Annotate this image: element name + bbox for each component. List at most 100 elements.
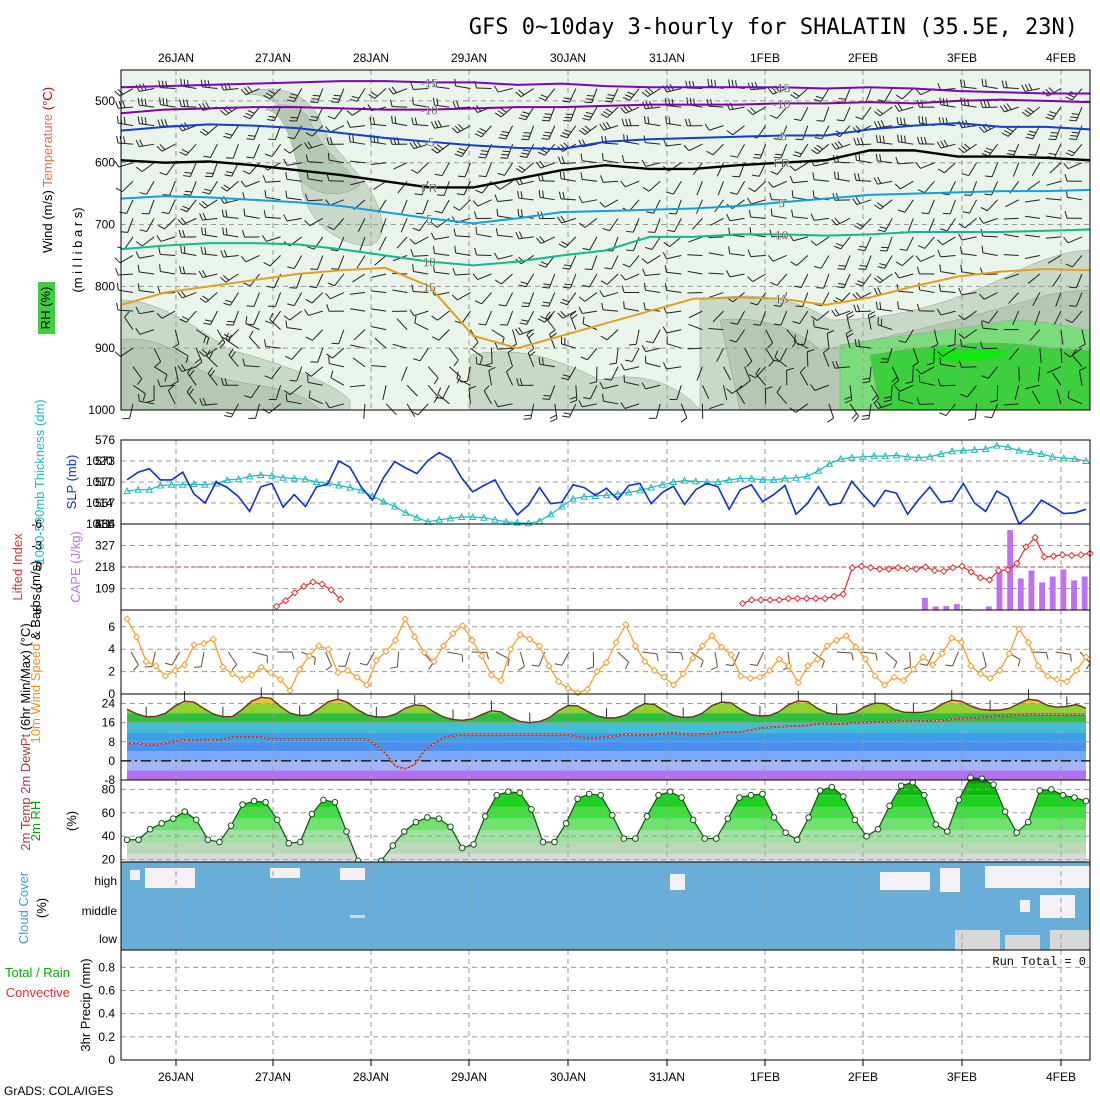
- wind-barb-flag: [187, 367, 193, 374]
- wind-barb: [603, 400, 619, 405]
- wind-barb: [610, 366, 619, 381]
- wind-barb: [940, 104, 956, 108]
- wind-barb: [928, 218, 935, 233]
- wind-barb-flag: [305, 154, 309, 162]
- wind-barb: [1005, 199, 1019, 208]
- wind-barb-flag: [958, 147, 965, 154]
- top-date-label: 29JAN: [451, 51, 487, 65]
- wind-barb-flag: [831, 309, 837, 317]
- wind-speed-marker: [382, 647, 390, 656]
- wind-barb-flag: [645, 340, 654, 344]
- wind-barb: [211, 162, 218, 177]
- wind-barb: [631, 347, 640, 362]
- wind-barb-flag: [620, 363, 625, 371]
- wind-barb: [744, 366, 751, 381]
- wind-barb: [121, 180, 134, 193]
- wind-barb-flag: [958, 233, 963, 241]
- wind-barb-flag: [562, 267, 570, 270]
- wind-barb-flag: [684, 118, 688, 127]
- wind-barb-flag: [432, 264, 435, 273]
- rh-legend-swatch: [38, 282, 55, 334]
- wind-barb-flag: [893, 661, 898, 669]
- wind-barb-flag: [789, 175, 794, 183]
- wind-barb-flag: [836, 242, 844, 247]
- wind-barb: [675, 199, 682, 215]
- wind-barb: [920, 162, 935, 169]
- wind-barb-flag: [304, 193, 309, 201]
- wind-barb-flag: [599, 381, 604, 389]
- rh-marker: [331, 798, 339, 806]
- wind-barb: [729, 106, 745, 111]
- wind-barb-flag: [456, 371, 459, 379]
- wind-barb: [160, 384, 176, 387]
- wind-barb-flag: [731, 79, 734, 88]
- wind-barb: [286, 217, 302, 222]
- wind-barb-flag: [430, 232, 435, 240]
- wind-barb: [146, 218, 155, 232]
- wind-barb-flag: [835, 360, 840, 369]
- wind-barb-flag: [856, 137, 861, 145]
- wind-barb: [794, 162, 809, 172]
- rh-marker: [562, 820, 570, 827]
- wind-barb-flag: [474, 300, 482, 305]
- wind-barb-flag: [749, 663, 758, 667]
- wind-barb: [961, 253, 977, 256]
- wind-barb: [328, 180, 344, 182]
- wind-barb: [942, 236, 956, 246]
- wind-barb: [308, 310, 323, 316]
- wind-barb-flag: [493, 85, 499, 93]
- wind-barb: [988, 310, 999, 324]
- wind-barb-flag: [1071, 131, 1080, 134]
- wind-barb: [337, 88, 345, 103]
- temperature-tick: 16: [102, 716, 116, 730]
- rh-shading: [929, 346, 1011, 364]
- slp-tick: 1020: [86, 454, 113, 468]
- wind-barb-flag: [310, 115, 319, 119]
- wind-barb: [249, 336, 260, 349]
- axis-label: (m i l l i b a r s): [70, 207, 85, 292]
- wind-barb-flag: [225, 132, 233, 136]
- wind-barb: [752, 106, 766, 115]
- thickness-marker: [1071, 454, 1079, 462]
- wind-barb-flag: [268, 115, 276, 118]
- wind-barb: [1012, 162, 1020, 177]
- wind-barb: [582, 199, 598, 204]
- wind-barb-flag: [625, 118, 629, 126]
- wind-speed-marker: [1082, 653, 1090, 661]
- wind-barb-flag: [999, 105, 1005, 113]
- wind-barb: [772, 254, 787, 262]
- wind-barb-flag: [754, 153, 762, 156]
- wind-barb-flag: [792, 91, 800, 97]
- rh-shading: [120, 338, 321, 411]
- wind-barb-flag: [1049, 135, 1057, 137]
- wind-barb-flag: [606, 121, 611, 129]
- rh-marker: [1071, 794, 1078, 801]
- wind-speed-marker: [180, 661, 189, 669]
- wind-barb: [629, 88, 640, 101]
- lifted-index-marker: [775, 596, 783, 604]
- wind-barb-flag: [665, 116, 667, 124]
- wind-barb: [884, 255, 893, 269]
- wind-barb-flag: [494, 342, 499, 350]
- wind-barb-flag: [554, 663, 563, 666]
- wind-barb: [562, 310, 577, 319]
- wind-barb-flag: [117, 88, 124, 95]
- wind-barb-flag: [1021, 84, 1026, 92]
- wind-barb: [940, 290, 956, 294]
- thickness-marker: [580, 492, 589, 500]
- wind-barb-flag: [834, 245, 842, 250]
- wind-barb-flag: [578, 222, 586, 228]
- wind-barb-flag: [917, 189, 925, 194]
- wind-barb-flag: [897, 301, 899, 309]
- wind-barb: [816, 236, 830, 246]
- wind-barb-flag: [882, 135, 885, 144]
- cape-tick: 218: [95, 560, 115, 574]
- wind-barb: [928, 199, 935, 214]
- wind-speed-marker: [267, 669, 275, 677]
- wind-barb: [396, 318, 408, 330]
- thickness-marker: [602, 491, 611, 499]
- wind-barb: [946, 218, 956, 232]
- precip-tick: 0: [108, 1053, 115, 1067]
- rh-tick: 60: [102, 806, 116, 820]
- lifted-index-tick: -6: [31, 517, 42, 531]
